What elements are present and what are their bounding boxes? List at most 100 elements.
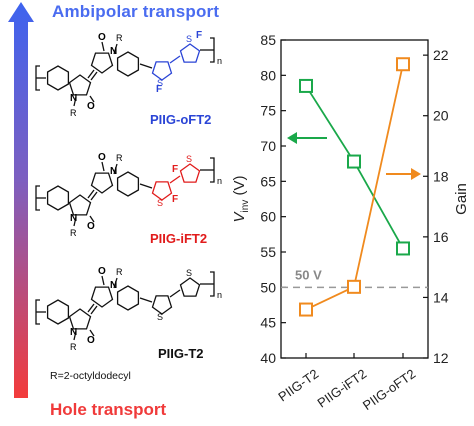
atom-r-lower: R [70,228,77,238]
right-bracket [210,157,215,183]
atom-n-upper: N [110,166,117,177]
atom-o-upper: O [98,152,106,163]
y-left-tick-label: 55 [260,244,276,260]
atom-o-lower: O [87,221,95,232]
bond-to-thiophene [139,297,153,303]
n-r-bond-upper [113,277,118,289]
right-bracket [210,271,215,297]
fluorine-1: F [172,164,178,175]
y-right-tick-label: 18 [433,168,449,184]
carbonyl-lower [89,95,95,103]
bithiophene [151,163,201,201]
benzene-ring-right [116,285,140,311]
thiophene-ring-2 [179,277,201,297]
exocyclic-double-bond-2 [90,71,98,81]
y-right-axis-title: Gain [453,183,470,215]
atom-s-2: S [186,268,192,278]
y-right-tick-label: 12 [433,350,449,366]
n-r-bond-lower [73,216,77,227]
atom-r-lower: R [70,108,77,118]
data-point-left [299,78,313,93]
carbonyl-upper [101,161,105,172]
right-bracket [210,37,215,63]
atom-r-upper: R [116,33,123,43]
data-point-left [396,241,410,256]
atom-o-upper: O [98,266,106,277]
atom-n-lower: N [70,327,77,338]
atom-s-1: S [157,78,163,88]
atom-n-lower: N [70,93,77,104]
hole-transport-label: Hole transport [50,400,167,419]
exocyclic-double-bond [87,189,95,199]
right-axis-arrow-head [411,168,421,180]
data-point-left [347,154,361,169]
y-left-tick-label: 80 [260,67,276,83]
atom-n-upper: N [110,280,117,291]
thiophene-link [169,175,181,184]
benzene-ring-left [46,65,70,91]
atom-o-lower: O [87,101,95,112]
carbonyl-upper [101,41,105,52]
monomer-structure [35,271,215,341]
y-right-tick-label: 20 [433,108,449,124]
y-left-tick-label: 50 [260,279,276,295]
n-r-bond-upper [113,43,118,55]
y-left-tick-label: 45 [260,315,276,331]
ambipolar-label: Ambipolar transport [52,2,220,21]
thiophene-ring-1 [151,295,173,315]
data-point-right [396,57,410,72]
lactam-ring-lower [68,308,92,330]
y-left-tick-label: 65 [260,173,276,189]
side-chain-note: R=2-octyldodecyl [50,370,131,382]
benzene-ring-right [116,171,140,197]
thiophene-ring-1 [151,61,173,81]
lactam-ring-upper [90,172,114,194]
x-tick-label: PIIG-oFT2 [360,366,418,413]
repeat-n: n [217,56,222,66]
bithiophene [151,43,201,81]
y-right-tick-label: 14 [433,289,449,305]
exocyclic-double-bond-2 [90,191,98,201]
thiophene-ring-2 [179,163,201,183]
n-r-bond-lower [73,96,77,107]
exocyclic-double-bond-2 [90,305,98,315]
monomer-structure [35,157,215,227]
y-left-tick-label: 60 [260,209,276,225]
n-r-bond-upper [113,163,118,175]
benzene-ring-left [46,299,70,325]
lactam-ring-lower [68,74,92,96]
atom-o-upper: O [98,32,106,43]
atom-r-lower: R [70,342,77,352]
repeat-n: n [217,290,222,300]
y-right-tick-label: 22 [433,47,449,63]
polymer-label-ooft2: PIIG-oFT2 [150,112,212,127]
y-left-tick-label: 70 [260,138,276,154]
fluorine-1: F [196,30,202,41]
atom-r-upper: R [116,153,123,163]
y-left-tick-label: 40 [260,350,276,366]
atom-s-1: S [157,198,163,208]
polymer-label-ift2: PIIG-iFT2 [150,231,208,246]
data-point-right [347,279,361,294]
reference-line-label: 50 V [295,267,322,282]
thiophene-link [169,55,181,64]
exocyclic-double-bond [87,303,95,313]
atom-r-upper: R [116,267,123,277]
lactam-ring-lower [68,194,92,216]
left-axis-arrow-head [287,132,297,144]
benzene-ring-right [116,51,140,77]
y-right-tick-label: 16 [433,229,449,245]
bond-to-thiophene [139,183,153,189]
atom-s-2: S [186,154,192,164]
thiophene-ring-1 [151,181,173,201]
exocyclic-double-bond [87,69,95,79]
carbonyl-lower [89,329,95,337]
fluorine-2: F [156,84,162,95]
atom-o-lower: O [87,335,95,346]
monomer-structure [35,37,215,107]
bond-to-thiophene [139,63,153,69]
atom-n-lower: N [70,213,77,224]
carbonyl-upper [101,275,105,286]
